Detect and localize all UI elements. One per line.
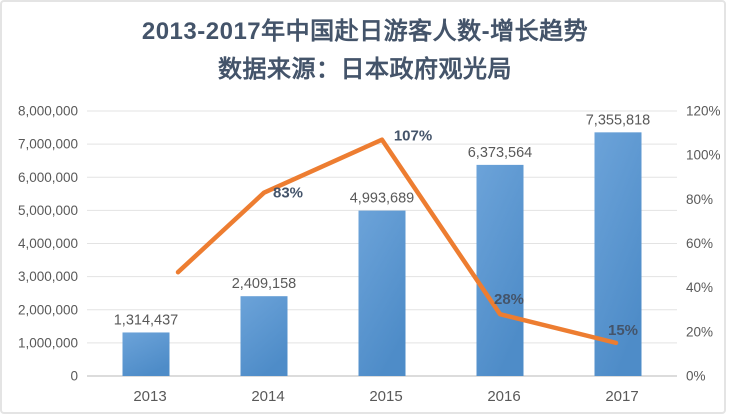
bar-value-label: 2,409,158 [232,276,297,292]
growth-rate-label: 15% [608,322,638,339]
y-axis-right-tick-label: 20% [686,324,713,339]
x-axis-label-2014: 2014 [251,388,284,405]
bar-2014 [240,296,288,376]
y-axis-left-tick-label: 3,000,000 [18,269,78,284]
y-axis-right-tick-label: 120% [686,104,721,119]
x-axis-label-2016: 2016 [487,388,520,405]
y-axis-right-tick-label: 40% [686,280,713,295]
bar-2016 [476,164,524,376]
x-axis-label-2017: 2017 [605,388,638,405]
growth-rate-label: 107% [394,128,432,145]
y-axis-left-tick-label: 6,000,000 [18,170,78,185]
y-axis-left-tick-label: 7,000,000 [18,137,78,152]
bar-value-label: 6,373,564 [468,145,533,161]
x-axis-label-2015: 2015 [369,388,402,405]
bar-value-label: 7,355,818 [586,112,651,128]
chart-title-line1: 2013-2017年中国赴日游客人数-增长趋势 [141,18,589,45]
y-axis-right-tick-label: 80% [686,192,713,207]
growth-rate-label: 28% [494,291,524,308]
x-axis-label-2013: 2013 [133,388,166,405]
bar-value-label: 4,993,689 [350,191,415,207]
y-axis-left-tick-label: 5,000,000 [18,203,78,218]
y-axis-left-tick-label: 1,000,000 [18,335,78,350]
y-axis-right-tick-label: 100% [686,148,721,163]
y-axis-right-tick-label: 0% [686,369,706,384]
y-axis-left-tick-label: 8,000,000 [18,104,78,119]
y-axis-right-tick-label: 60% [686,236,713,251]
y-axis-left-tick-label: 4,000,000 [18,236,78,251]
bar-2017 [594,132,642,376]
growth-rate-label: 83% [273,185,303,202]
chart-title: 2013-2017年中国赴日游客人数-增长趋势 数据来源：日本政府观光局 [0,13,730,89]
bar-2015 [358,210,406,376]
bar-value-label: 1,314,437 [114,312,179,328]
chart-title-line2: 数据来源：日本政府观光局 [218,56,512,83]
y-axis-left-tick-label: 0 [70,369,78,384]
y-axis-left-tick-label: 2,000,000 [18,302,78,317]
growth-rate-line [175,137,619,346]
bar-2013 [122,332,170,376]
